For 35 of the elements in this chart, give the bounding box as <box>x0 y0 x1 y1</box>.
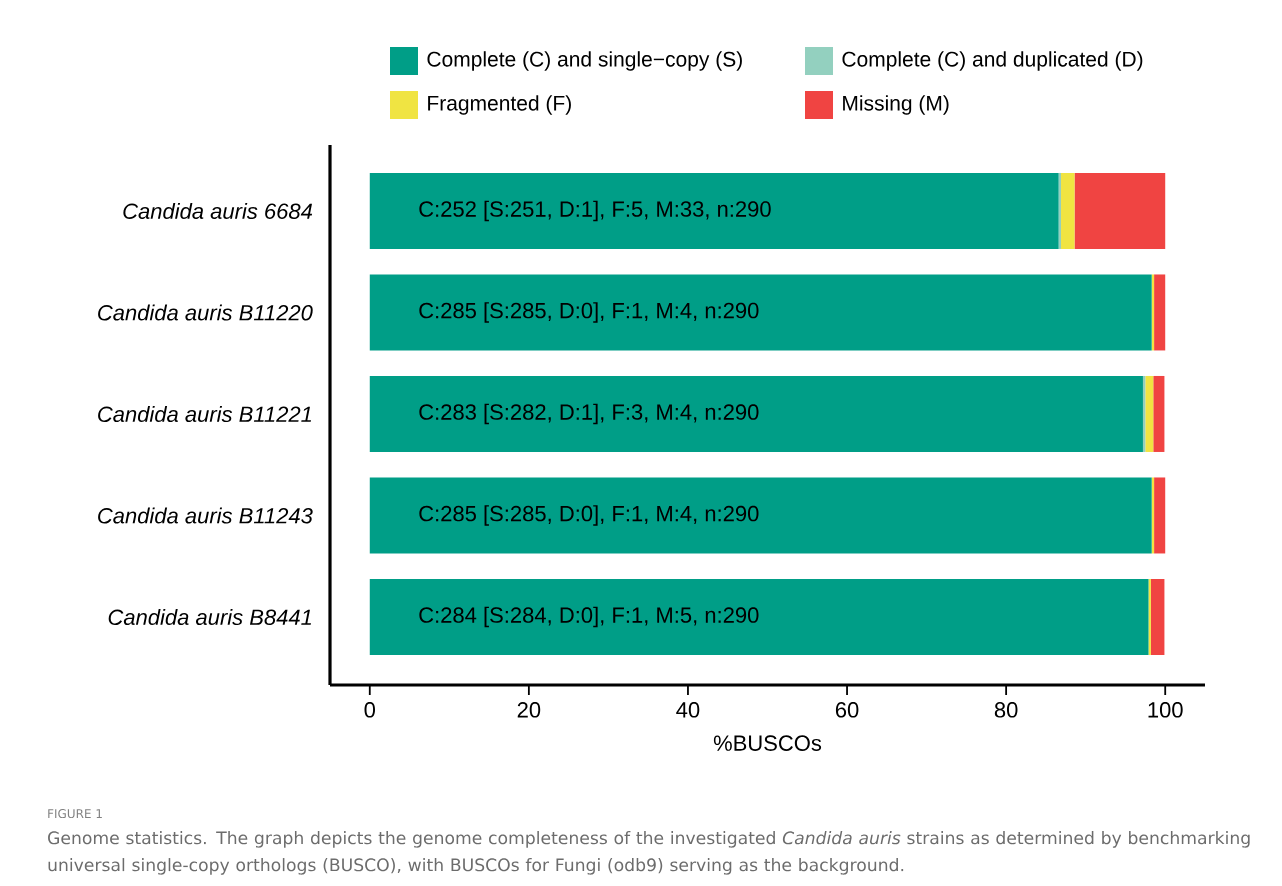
text: Genome statistics. The graph depicts the genome completeness of the investigated Candida auris strains as determined by benchmarking universal single-copy orthologs (BUSCO), with BUSCOs for Fungi (odb9) serving as the background. <box>48 831 1250 875</box>
annotation: C:252 [S:251, D:1], F:5, M:33, n:290 <box>419 200 771 222</box>
bar <box>1153 375 1165 452</box>
bar <box>1145 375 1154 452</box>
y-tick-label: Candida auris 6684 <box>123 202 313 220</box>
y-tick-label: Candida auris B11243 <box>98 507 313 524</box>
annotation: C:284 [S:284, D:0], F:1, M:5, n:290 <box>419 606 759 628</box>
bar <box>369 274 1152 351</box>
y-tick-label: Candida auris B11220 <box>98 304 313 321</box>
bar <box>369 578 1149 655</box>
y-tick-label: Candida auris B11221 <box>98 405 312 423</box>
bar <box>1061 172 1075 249</box>
x-tick-label: 0 <box>364 702 376 718</box>
x-axis-title: %BUSCOs <box>713 735 822 751</box>
annotation: C:283 [S:282, D:1], F:3, M:4, n:290 <box>419 403 759 425</box>
x-tick-label: 60 <box>835 702 859 718</box>
legend-label: Missing (M) <box>843 95 949 115</box>
bar <box>1154 274 1166 351</box>
caption: FIGURE 1 <box>48 809 102 819</box>
bar <box>1154 477 1166 554</box>
x-tick-label: 20 <box>517 702 541 718</box>
x-tick-label: 80 <box>994 702 1018 718</box>
legend-label: Complete (C) and duplicated (D) <box>842 51 1143 71</box>
bar <box>369 172 1059 249</box>
bar <box>1074 172 1166 249</box>
x-tick-label: 40 <box>676 702 700 718</box>
bar <box>369 477 1152 554</box>
x-tick-label: 100 <box>1148 702 1183 718</box>
bar <box>369 375 1143 452</box>
legend-label: Complete (C) and single−copy (S) <box>427 51 742 71</box>
annotation: C:285 [S:285, D:0], F:1, M:4, n:290 <box>419 505 759 526</box>
bar <box>1150 578 1165 655</box>
annotation: C:285 [S:285, D:0], F:1, M:4, n:290 <box>419 302 759 323</box>
legend-label: Fragmented (F) <box>428 95 571 115</box>
y-tick-label: Candida auris B8441 <box>108 608 312 626</box>
